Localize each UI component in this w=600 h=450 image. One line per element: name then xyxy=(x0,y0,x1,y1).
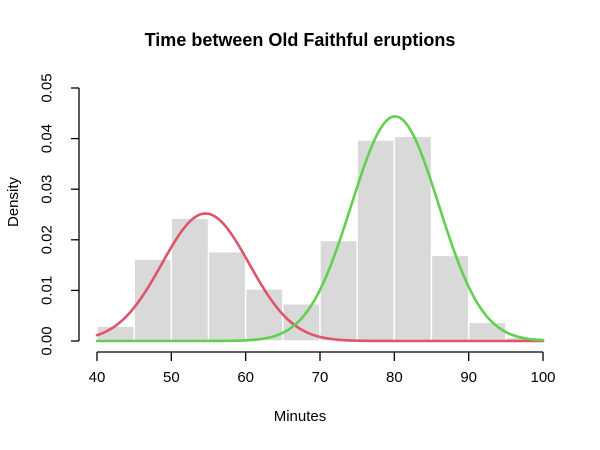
histogram-bar xyxy=(467,321,507,342)
x-tick-label: 40 xyxy=(89,369,106,386)
y-tick-label: 0.05 xyxy=(39,73,56,102)
x-tick-label: 60 xyxy=(237,369,254,386)
y-tick-label: 0.04 xyxy=(39,124,56,153)
histogram-bar xyxy=(319,239,358,342)
x-axis-label: Minutes xyxy=(273,408,327,425)
mixture-component-2-curve xyxy=(95,115,545,343)
histogram-bar xyxy=(170,217,210,342)
y-tick-label: 0.00 xyxy=(39,326,56,355)
x-tick-label: 50 xyxy=(163,369,180,386)
x-tick-label: 80 xyxy=(386,369,403,386)
mixture-component-1-curve xyxy=(95,212,545,343)
histogram-bar xyxy=(430,254,470,342)
y-tick-label: 0.03 xyxy=(39,175,56,204)
histogram-bar xyxy=(244,288,284,342)
y-axis-label: Density xyxy=(5,176,22,228)
x-tick-label: 100 xyxy=(530,369,555,386)
y-tick-label: 0.01 xyxy=(39,276,56,305)
x-tick-label: 70 xyxy=(312,369,329,386)
y-tick-label: 0.02 xyxy=(39,225,56,254)
histogram-bar xyxy=(207,250,247,342)
chart-title: Time between Old Faithful eruptions xyxy=(144,30,456,50)
x-tick-label: 90 xyxy=(460,369,477,386)
